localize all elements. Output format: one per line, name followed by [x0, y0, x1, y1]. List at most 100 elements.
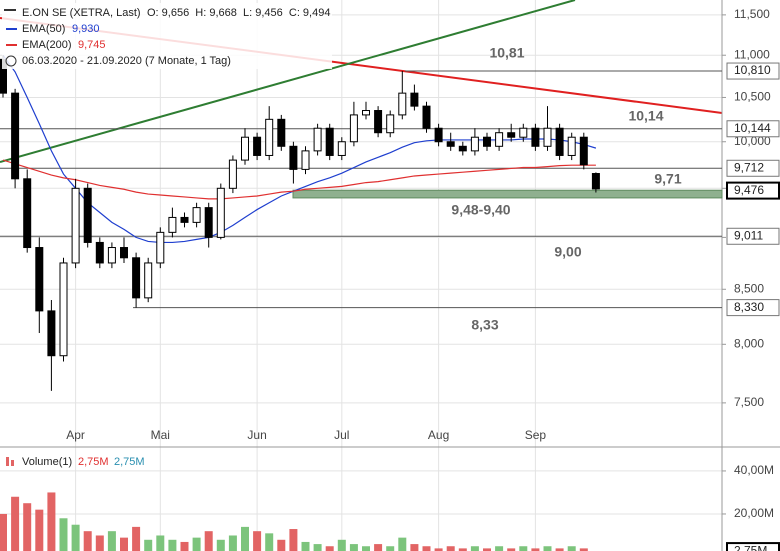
- candle-body: [23, 178, 32, 249]
- x-tick-label: Sep: [525, 428, 547, 442]
- volume-bar: [228, 535, 237, 551]
- candle-body: [495, 132, 504, 147]
- candle-body: [83, 187, 92, 243]
- volume-bar: [386, 546, 395, 551]
- volume-bar: [120, 537, 128, 551]
- volume-bar: [0, 513, 7, 551]
- level-annotation: 10,81: [489, 45, 524, 61]
- level-annotation: 9,71: [654, 171, 681, 187]
- volume-bar: [168, 539, 177, 551]
- volume-bar: [519, 546, 528, 551]
- level-label: 8,330: [734, 300, 764, 314]
- candle-body: [59, 262, 68, 357]
- volume-bar: [567, 546, 576, 551]
- support-zone: [292, 189, 723, 199]
- volume-bar: [180, 541, 189, 551]
- candle-body: [301, 150, 310, 170]
- candle-body: [47, 310, 56, 357]
- candle-body: [289, 145, 298, 170]
- candle-body: [434, 127, 443, 143]
- volume-bar: [325, 546, 334, 551]
- x-tick-label: Aug: [428, 428, 449, 442]
- volume-bar: [543, 546, 552, 551]
- volume-bar: [422, 546, 431, 551]
- volume-bar: [446, 546, 455, 551]
- candle-body: [216, 187, 225, 238]
- candle-body: [71, 187, 80, 264]
- clock-icon: [5, 55, 17, 67]
- level-label: 10,810: [734, 63, 771, 77]
- x-tick-label: Apr: [66, 428, 85, 442]
- volume-bar: [156, 535, 165, 551]
- candle-body: [349, 114, 358, 143]
- legend-value: 9,930: [72, 23, 100, 35]
- volume-bar: [349, 544, 358, 551]
- legend-icon: [4, 9, 16, 11]
- candle-body: [422, 105, 431, 129]
- candle-body: [507, 132, 516, 138]
- volume-bar: [11, 496, 20, 551]
- legend-icon: [6, 457, 9, 466]
- legend-box: [2, 3, 332, 69]
- x-tick-label: Jul: [334, 428, 349, 442]
- ohlc: O: 9,656 H: 9,668 L: 9,456 C: 9,494: [147, 7, 330, 19]
- candle-body: [241, 136, 249, 161]
- volume-bar: [301, 541, 310, 551]
- level-label-box: [726, 120, 780, 138]
- level-label: 9,476: [734, 183, 764, 197]
- volume-bar: [23, 503, 32, 551]
- candle-body: [579, 136, 588, 166]
- candle-body: [458, 145, 467, 152]
- level-annotation: 9,00: [554, 244, 581, 260]
- level-label: 9,712: [734, 160, 764, 174]
- volume-bar: [579, 548, 588, 551]
- candle-body: [337, 141, 346, 156]
- volume-bar: [216, 539, 225, 551]
- y-tick-label: 20,00M: [734, 506, 774, 520]
- candle-body: [107, 247, 116, 264]
- volume-bar: [434, 548, 443, 551]
- candle-body: [204, 207, 213, 238]
- candle-body: [132, 257, 141, 299]
- candle-body: [11, 92, 20, 180]
- volume-bar: [59, 518, 68, 551]
- volume-bar: [132, 526, 141, 551]
- candle-body: [228, 159, 237, 189]
- level-annotation: 10,14: [628, 108, 663, 124]
- candle-body: [591, 173, 600, 190]
- volume-bar: [241, 526, 249, 551]
- volume-bar: [507, 548, 516, 551]
- level-label: 10,144: [734, 121, 771, 135]
- candle-body: [253, 136, 262, 156]
- volume-bar: [470, 546, 479, 551]
- legend-label: EMA(200): [22, 39, 72, 51]
- volume-bar: [495, 546, 504, 551]
- y-tick-label: 11,000: [734, 47, 770, 61]
- level-label-box: [726, 181, 780, 200]
- candle-body: [470, 136, 479, 152]
- candle-body: [543, 127, 552, 147]
- x-tick-label: Jun: [247, 428, 266, 442]
- candle-body: [567, 136, 576, 156]
- candle-body: [180, 216, 189, 223]
- volume-bar: [531, 548, 540, 551]
- volume-bar: [107, 531, 116, 551]
- volume-bar: [398, 537, 407, 551]
- volume-bar: [374, 544, 383, 551]
- volume-bar: [83, 531, 92, 551]
- volume-legend-value: 2,75M: [78, 456, 109, 468]
- volume-bar: [35, 509, 44, 551]
- legend-icon: [11, 460, 14, 466]
- candle-body: [386, 114, 395, 134]
- y-tick-label: 7,500: [734, 395, 764, 409]
- level-label-box: [726, 159, 780, 177]
- volume-bar: [47, 492, 56, 551]
- candle-body: [156, 231, 165, 264]
- level-label-box: [726, 62, 780, 80]
- volume-bar: [313, 544, 322, 551]
- level-label-box: [726, 299, 780, 317]
- y-tick-label: 8,000: [734, 336, 764, 350]
- candle-body: [313, 127, 322, 152]
- level-label: 9,011: [734, 228, 763, 242]
